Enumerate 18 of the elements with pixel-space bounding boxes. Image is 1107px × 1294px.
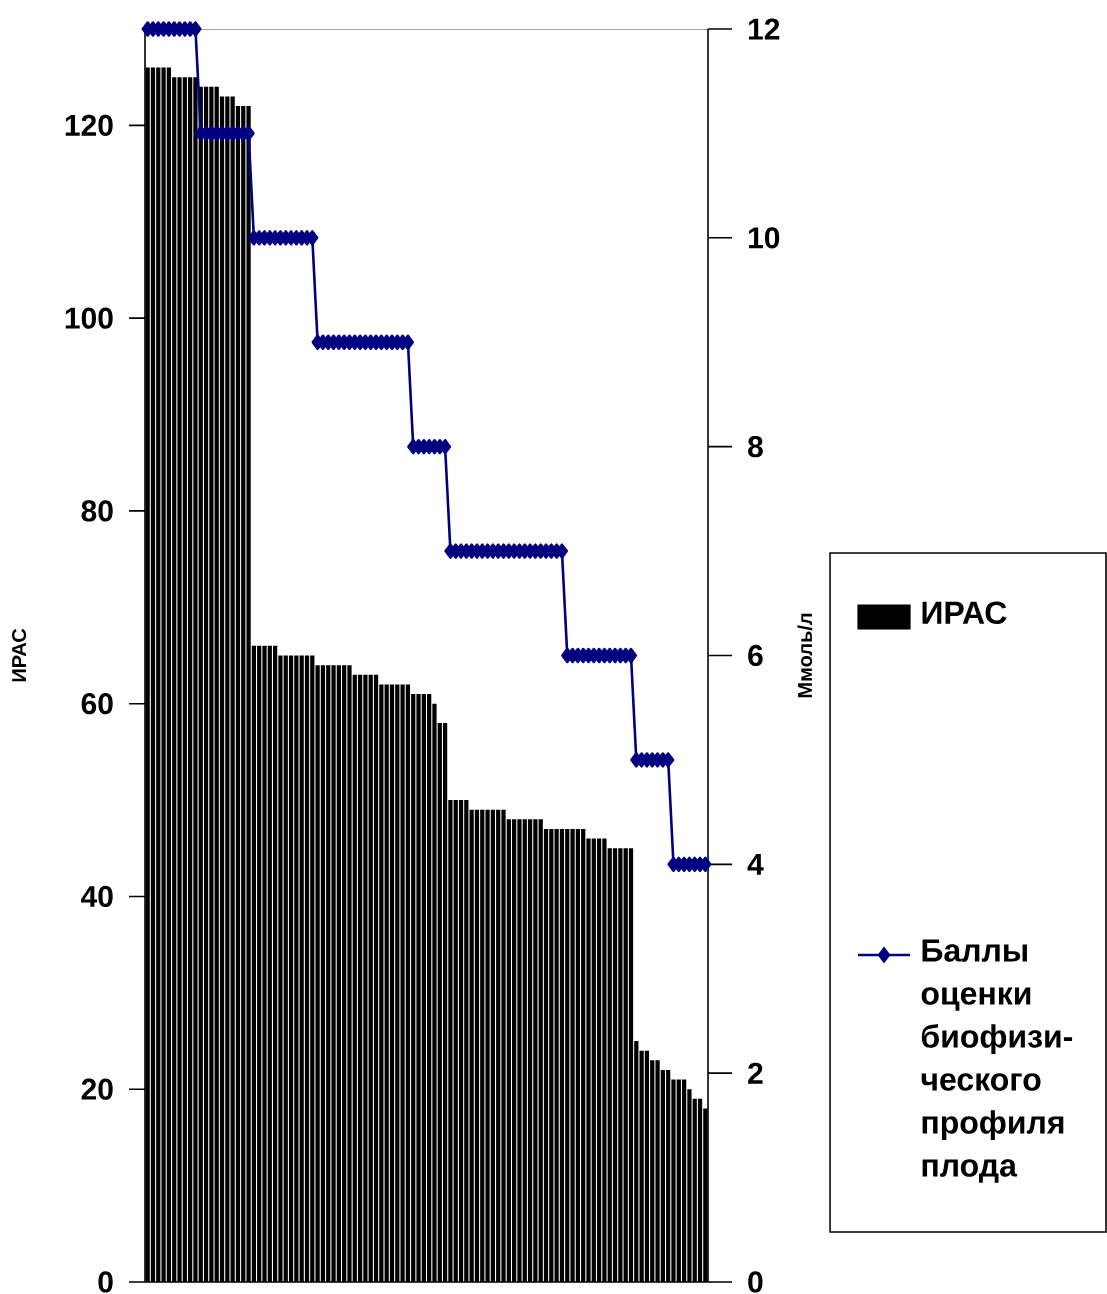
y-tick-label: 100: [65, 307, 113, 329]
legend-label: Баллы оценки биофизи-ческого профиля плода: [921, 939, 1073, 1183]
y2-tick-label: 6: [748, 644, 763, 667]
legend-label: ИРАС: [922, 601, 1007, 625]
y-tick-label: 60: [81, 693, 113, 715]
y2-tick-label: 4: [747, 854, 764, 875]
y-axis-title: ИРАС: [11, 628, 27, 682]
y2-tick-label: 12: [748, 18, 780, 40]
y2-tick-label: 2: [748, 1062, 763, 1084]
y-tick-label: 20: [81, 1078, 113, 1100]
y-tick-label: 0: [98, 1271, 113, 1293]
y2-tick-label: 0: [748, 1271, 763, 1293]
y-tick-label: 120: [65, 114, 113, 136]
y2-tick-label: 10: [748, 227, 780, 249]
y-tick-label: 80: [81, 500, 113, 522]
y2-tick-label: 8: [748, 436, 763, 458]
y-tick-label: 40: [81, 885, 113, 908]
y2-axis-title: Ммоль/л: [797, 613, 813, 698]
